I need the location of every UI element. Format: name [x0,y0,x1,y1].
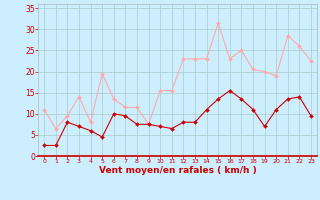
X-axis label: Vent moyen/en rafales ( km/h ): Vent moyen/en rafales ( km/h ) [99,166,256,175]
